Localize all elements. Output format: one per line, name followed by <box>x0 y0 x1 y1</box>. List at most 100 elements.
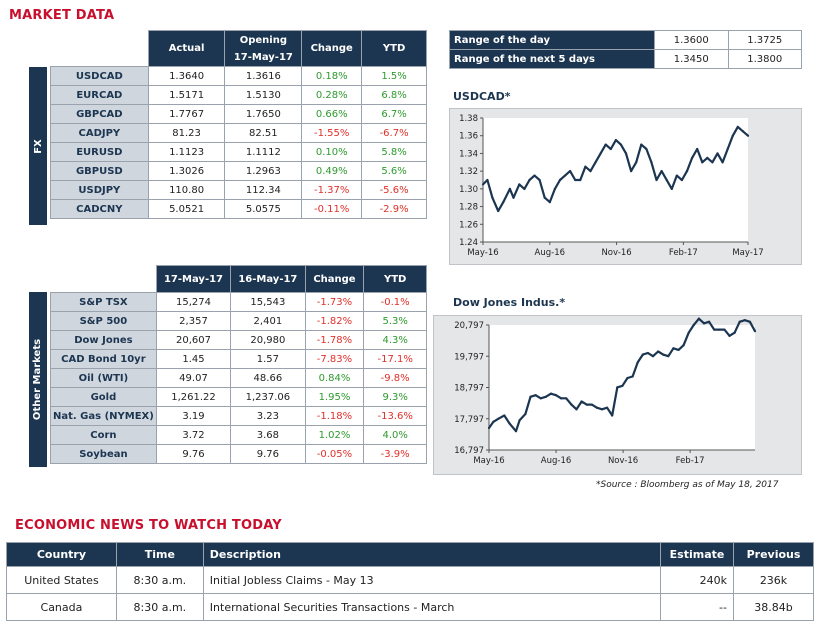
other-markets-side-label: Other Markets <box>29 292 47 467</box>
usdcad-data-point <box>726 147 729 151</box>
value-cell: 1.7650 <box>224 104 303 124</box>
value-cell: 9.76 <box>155 444 232 464</box>
ytd-cell: -0.1% <box>363 292 427 312</box>
change-cell: 0.18% <box>301 66 363 86</box>
range-low: 1.3450 <box>654 49 729 69</box>
usdcad-data-point <box>706 156 709 159</box>
usdcad-data-point <box>512 196 515 199</box>
ytd-cell: 6.7% <box>361 104 427 124</box>
value-cell: 1.57 <box>230 349 306 369</box>
dow-data-point <box>687 331 690 334</box>
ytd-cell: -13.6% <box>363 406 427 426</box>
y-tick-label: 18,797 <box>454 384 484 394</box>
dow-data-point <box>743 319 746 322</box>
ytd-cell: -2.9% <box>361 199 427 219</box>
usdcad-data-point <box>630 170 633 173</box>
dow-data-point <box>487 426 491 430</box>
row-label: CADCNY <box>50 199 149 219</box>
usdcad-data-point <box>508 187 511 190</box>
row-label: Dow Jones <box>50 330 157 350</box>
other-header-change: Change <box>304 265 365 293</box>
dow-data-point <box>713 328 716 331</box>
usdcad-data-point <box>579 178 582 182</box>
value-cell: 3.19 <box>155 406 232 426</box>
plot-area <box>483 118 748 242</box>
row-label: CAD Bond 10yr <box>50 349 157 369</box>
dow-data-point <box>641 353 644 356</box>
table-row: Dow Jones 20,607 20,980 -1.78% 4.3% <box>50 330 427 350</box>
range-table: Range of the day 1.3600 1.3725 Range of th… <box>449 30 802 69</box>
x-tick-label: May-16 <box>467 248 498 258</box>
news-time: 8:30 a.m. <box>115 566 204 594</box>
usdcad-data-point <box>741 130 745 133</box>
usdcad-data-point <box>685 170 689 173</box>
y-tick-label: 1.38 <box>459 114 478 124</box>
usdcad-data-point <box>594 161 597 164</box>
value-cell: 2,401 <box>230 311 306 331</box>
value-cell: 1.3616 <box>224 66 303 86</box>
usdcad-data-point <box>665 178 668 182</box>
usdcad-data-point <box>558 178 562 182</box>
usdcad-data-point <box>716 152 719 155</box>
news-table: Country Time Description Estimate Previo… <box>6 542 814 621</box>
usdcad-data-point <box>619 143 623 146</box>
table-row: Corn 3.72 3.68 1.02% 4.0% <box>50 425 427 445</box>
dow-data-point <box>560 397 563 400</box>
usdcad-data-point <box>746 134 750 137</box>
dow-data-point <box>590 403 593 406</box>
x-tick-label: Aug-16 <box>541 456 571 466</box>
dow-data-point <box>651 355 655 358</box>
dow-data-point <box>702 322 706 325</box>
dow-data-point <box>738 320 741 323</box>
news-previous: 236k <box>733 566 814 594</box>
dow-data-point <box>636 361 639 364</box>
value-cell: 20,980 <box>230 330 306 350</box>
usdcad-data-point <box>523 187 526 190</box>
range-row: Range of the day 1.3600 1.3725 <box>449 30 802 50</box>
value-cell: 48.66 <box>230 368 306 388</box>
value-cell: 49.07 <box>155 368 232 388</box>
y-tick-label: 1.24 <box>459 238 478 248</box>
change-cell: 0.66% <box>301 104 363 124</box>
fx-header-change: Change <box>301 30 363 67</box>
usdcad-data-point <box>491 196 494 199</box>
ytd-cell: 5.3% <box>363 311 427 331</box>
news-title: ECONOMIC NEWS TO WATCH TODAY <box>15 518 282 533</box>
source-note: *Source : Bloomberg as of May 18, 2017 <box>596 480 779 490</box>
table-row: EURUSD 1.1123 1.1112 0.10% 5.8% <box>50 142 427 162</box>
change-cell: -1.55% <box>301 123 363 143</box>
news-description: International Securities Transactions - … <box>202 593 662 621</box>
ytd-cell: 6.8% <box>361 85 427 105</box>
table-row: CAD Bond 10yr 1.45 1.57 -7.83% -17.1% <box>50 349 427 369</box>
value-cell: 1.5130 <box>224 85 303 105</box>
table-row: Oil (WTI) 49.07 48.66 0.84% -9.8% <box>50 368 427 388</box>
row-label: GBPUSD <box>50 161 149 181</box>
dow-data-point <box>492 420 495 423</box>
dow-data-point <box>600 408 604 411</box>
value-cell: 1.7767 <box>147 104 226 124</box>
value-cell: 15,543 <box>230 292 306 312</box>
value-cell: 15,274 <box>155 292 232 312</box>
dow-data-point <box>707 320 711 323</box>
table-row: S&P 500 2,357 2,401 -1.82% 5.3% <box>50 311 427 331</box>
row-label: Corn <box>50 425 157 445</box>
value-cell: 2,357 <box>155 311 232 331</box>
usdcad-data-point <box>660 170 663 173</box>
usdcad-data-point <box>584 165 587 168</box>
usdcad-data-point <box>675 174 678 177</box>
table-row: Nat. Gas (NYMEX) 3.19 3.23 -1.18% -13.6% <box>50 406 427 426</box>
dow-data-point <box>514 430 518 433</box>
usdcad-data-point <box>497 209 500 213</box>
x-tick-label: Aug-16 <box>535 248 565 258</box>
row-label: USDCAD <box>50 66 149 86</box>
table-row: USDJPY 110.80 112.34 -1.37% -5.6% <box>50 180 427 200</box>
value-cell: 9.76 <box>230 444 306 464</box>
value-cell: 112.34 <box>224 180 303 200</box>
value-cell: 1.3026 <box>147 161 226 181</box>
news-description: Initial Jobless Claims - May 13 <box>202 566 662 594</box>
dow-data-point <box>585 403 588 406</box>
news-header-estimate: Estimate <box>660 542 734 567</box>
usdcad-data-point <box>538 178 541 182</box>
ytd-cell: 5.6% <box>361 161 427 181</box>
usdcad-data-point <box>635 161 638 164</box>
